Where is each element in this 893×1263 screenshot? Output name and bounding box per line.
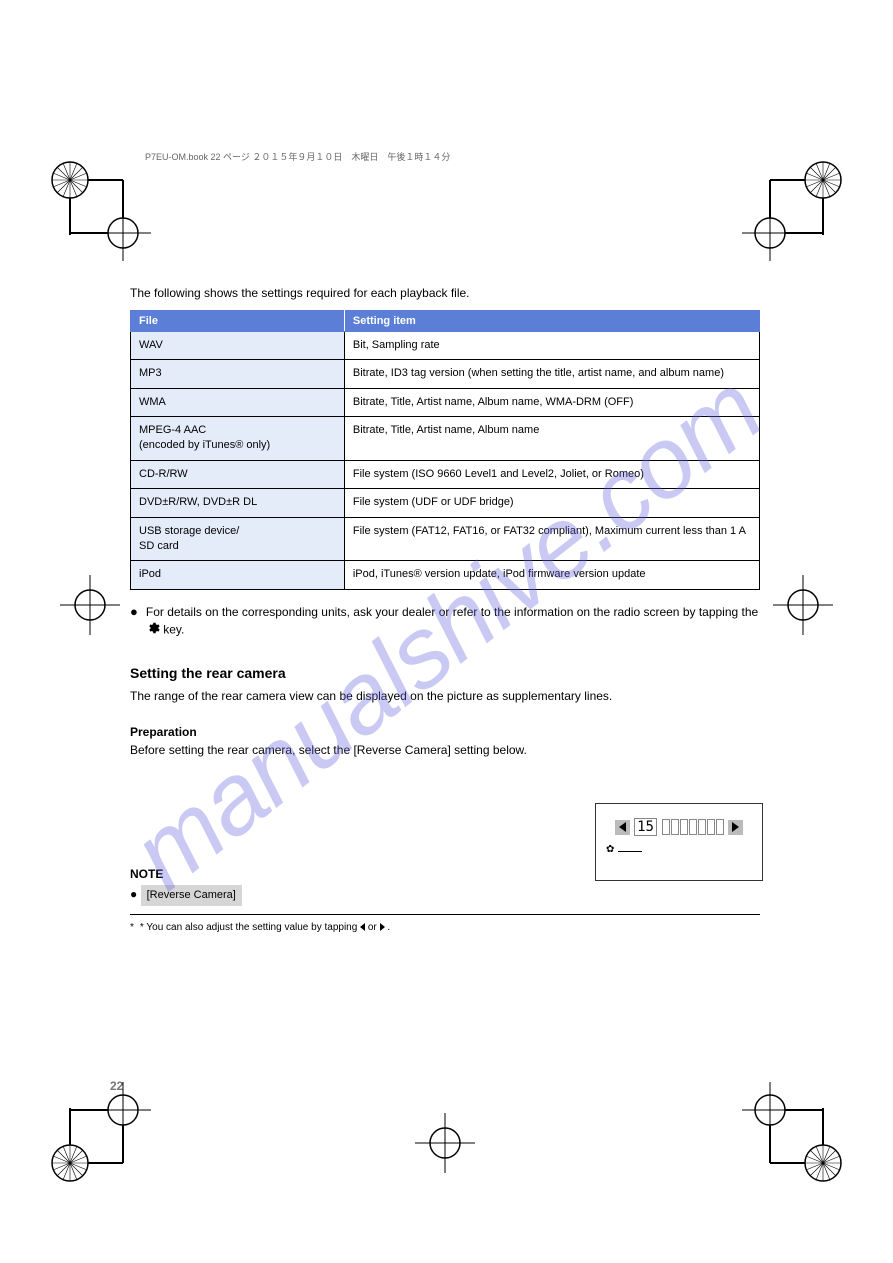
triangle-left-icon bbox=[360, 923, 365, 931]
crop-mark-top-right bbox=[728, 155, 848, 275]
display-diagram: 15 ✿ bbox=[595, 803, 763, 881]
table-row: iPodiPod, iTunes® version update, iPod f… bbox=[131, 561, 760, 589]
section-body-1: The range of the rear camera view can be… bbox=[130, 687, 760, 705]
gear-icon bbox=[146, 621, 160, 640]
table-header-setting: Setting item bbox=[344, 310, 759, 331]
preparation-block: Preparation Before setting the rear came… bbox=[130, 725, 760, 759]
footnote-text: * You can also adjust the setting value … bbox=[140, 921, 390, 935]
footnote-rule bbox=[130, 914, 760, 915]
table-header-file: File bbox=[131, 310, 345, 331]
table-row: MP3Bitrate, ID3 tag version (when settin… bbox=[131, 360, 760, 388]
gray-cell: [Reverse Camera] bbox=[141, 885, 242, 905]
table-cell-file: iPod bbox=[131, 561, 345, 589]
crop-mark-side-left bbox=[45, 560, 135, 650]
section-heading: Setting the rear camera bbox=[130, 665, 760, 681]
table-cell-setting: Bitrate, Title, Artist name, Album name bbox=[344, 416, 759, 460]
table-cell-file: USB storage device/SD card bbox=[131, 517, 345, 561]
table-cell-setting: iPod, iTunes® version update, iPod firmw… bbox=[344, 561, 759, 589]
triangle-right-icon bbox=[380, 923, 385, 931]
table-cell-setting: File system (FAT12, FAT16, or FAT32 comp… bbox=[344, 517, 759, 561]
table-cell-file: WAV bbox=[131, 331, 345, 359]
crop-mark-bottom-right bbox=[728, 1068, 848, 1188]
display-bottom-row: ✿ bbox=[596, 836, 762, 855]
table-cell-file: CD-R/RW bbox=[131, 460, 345, 488]
table-cell-file: DVD±R/RW, DVD±R DL bbox=[131, 489, 345, 517]
crop-mark-center-bottom bbox=[400, 1098, 490, 1188]
display-prev-button[interactable] bbox=[615, 820, 630, 835]
note-1-text: For details on the corresponding units, … bbox=[146, 604, 760, 640]
note-gray-row: ● [Reverse Camera] bbox=[130, 885, 760, 905]
crop-mark-side-right bbox=[758, 560, 848, 650]
display-next-button[interactable] bbox=[728, 820, 743, 835]
table-row: DVD±R/RW, DVD±R DLFile system (UDF or UD… bbox=[131, 489, 760, 517]
table-cell-setting: File system (ISO 9660 Level1 and Level2,… bbox=[344, 460, 759, 488]
table-row: WMABitrate, Title, Artist name, Album na… bbox=[131, 388, 760, 416]
settings-table: File Setting item WAVBit, Sampling rateM… bbox=[130, 310, 760, 590]
book-fold-text: P7EU-OM.book 22 ページ ２０１５年９月１０日 木曜日 午後１時１… bbox=[145, 150, 450, 163]
underline-icon bbox=[618, 851, 642, 852]
preparation-label: Preparation bbox=[130, 725, 760, 739]
table-row: USB storage device/SD cardFile system (F… bbox=[131, 517, 760, 561]
gear-icon-small: ✿ bbox=[606, 844, 614, 855]
table-row: CD-R/RWFile system (ISO 9660 Level1 and … bbox=[131, 460, 760, 488]
display-number: 15 bbox=[634, 818, 657, 836]
note-label: NOTE bbox=[130, 867, 163, 881]
table-cell-file: MPEG-4 AAC(encoded by iTunes® only) bbox=[131, 416, 345, 460]
table-cell-setting: Bitrate, Title, Artist name, Album name,… bbox=[344, 388, 759, 416]
note-row-1: ● For details on the corresponding units… bbox=[130, 604, 760, 640]
table-cell-setting: Bit, Sampling rate bbox=[344, 331, 759, 359]
table-row: WAVBit, Sampling rate bbox=[131, 331, 760, 359]
display-segments bbox=[662, 819, 724, 835]
table-cell-setting: Bitrate, ID3 tag version (when setting t… bbox=[344, 360, 759, 388]
section-body-2: Before setting the rear camera, select t… bbox=[130, 741, 760, 759]
table-cell-setting: File system (UDF or UDF bridge) bbox=[344, 489, 759, 517]
table-row: MPEG-4 AAC(encoded by iTunes® only)Bitra… bbox=[131, 416, 760, 460]
crop-mark-bottom-left bbox=[45, 1068, 165, 1188]
table-cell-file: WMA bbox=[131, 388, 345, 416]
intro-text: The following shows the settings require… bbox=[130, 285, 760, 302]
footnote-row: * * You can also adjust the setting valu… bbox=[130, 921, 760, 935]
table-cell-file: MP3 bbox=[131, 360, 345, 388]
crop-mark-top-left bbox=[45, 155, 165, 275]
